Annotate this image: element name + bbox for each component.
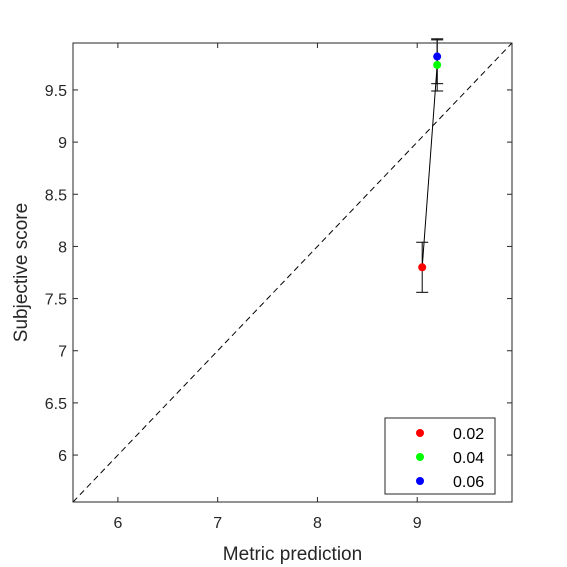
plot-area: [72, 42, 513, 503]
x-tick-label: 6: [113, 515, 122, 532]
x-tick-label: 7: [213, 515, 222, 532]
legend-label-0.06: 0.06: [453, 474, 484, 491]
y-tick-label: 7: [58, 344, 67, 361]
x-tick-label: 8: [313, 515, 322, 532]
legend-marker-0.04: [416, 453, 424, 461]
data-point-0.04: [433, 60, 442, 69]
x-axis-label: Metric prediction: [223, 544, 362, 565]
y-tick-label: 9.5: [45, 83, 67, 100]
y-tick-label: 6: [58, 448, 67, 465]
y-tick-label: 7.5: [45, 292, 67, 309]
y-tick-label: 9: [58, 135, 67, 152]
connecting-line: [421, 56, 438, 268]
data-point-0.02: [418, 263, 427, 272]
y-tick-label: 6.5: [45, 396, 67, 413]
data-point-0.06: [433, 52, 442, 61]
y-axis-label: Subjective score: [11, 203, 32, 342]
y-tick-label: 8.5: [45, 187, 67, 204]
legend-marker-0.02: [416, 429, 424, 437]
reference-line: [72, 42, 513, 503]
legend: 0.02 0.04 0.06: [384, 417, 496, 495]
y-tick-label: 8: [58, 239, 67, 256]
legend-marker-0.06: [416, 477, 424, 485]
x-tick-label: 9: [413, 515, 422, 532]
legend-label-0.04: 0.04: [453, 450, 484, 467]
legend-label-0.02: 0.02: [453, 426, 484, 443]
